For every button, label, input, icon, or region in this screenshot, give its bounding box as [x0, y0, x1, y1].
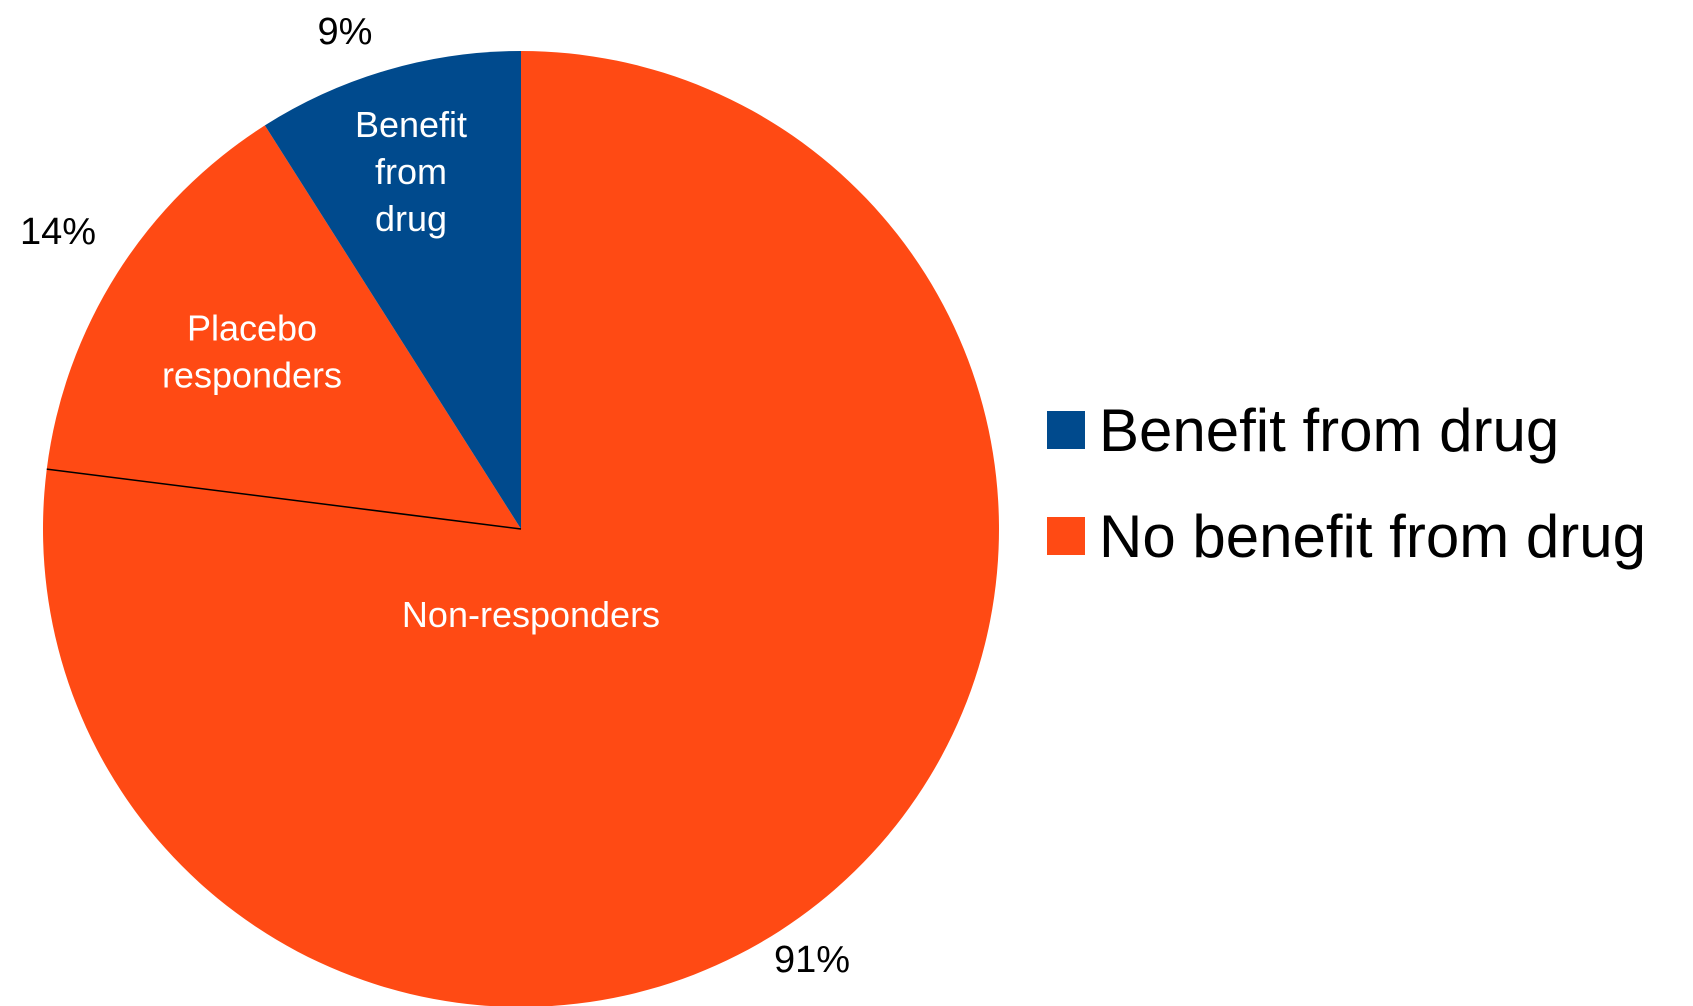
slice-separator	[46, 468, 522, 530]
legend-label-benefit-from-drug: Benefit from drug	[1099, 397, 1559, 464]
slice-label-benefit-from-drug: Benefit from drug	[355, 104, 467, 239]
pie-slice-benefit-from-drug	[264, 51, 521, 529]
legend-swatch-no-benefit-from-drug	[1047, 517, 1085, 555]
pie-slice-placebo-responders	[46, 125, 522, 529]
percent-label-placebo-responders: 14%	[20, 211, 96, 253]
pie-separators	[46, 468, 522, 530]
legend-label-no-benefit-from-drug: No benefit from drug	[1099, 503, 1646, 570]
slice-label-placebo-responders: Placebo responders	[162, 308, 342, 396]
percent-label-no-benefit-from-drug: 91%	[774, 939, 850, 981]
percent-label-benefit-from-drug: 9%	[318, 11, 373, 53]
legend-swatch-benefit-from-drug	[1047, 411, 1085, 449]
legend: Benefit from drug No benefit from drug	[1047, 397, 1646, 570]
slice-label-non-responders: Non-responders	[402, 594, 660, 635]
